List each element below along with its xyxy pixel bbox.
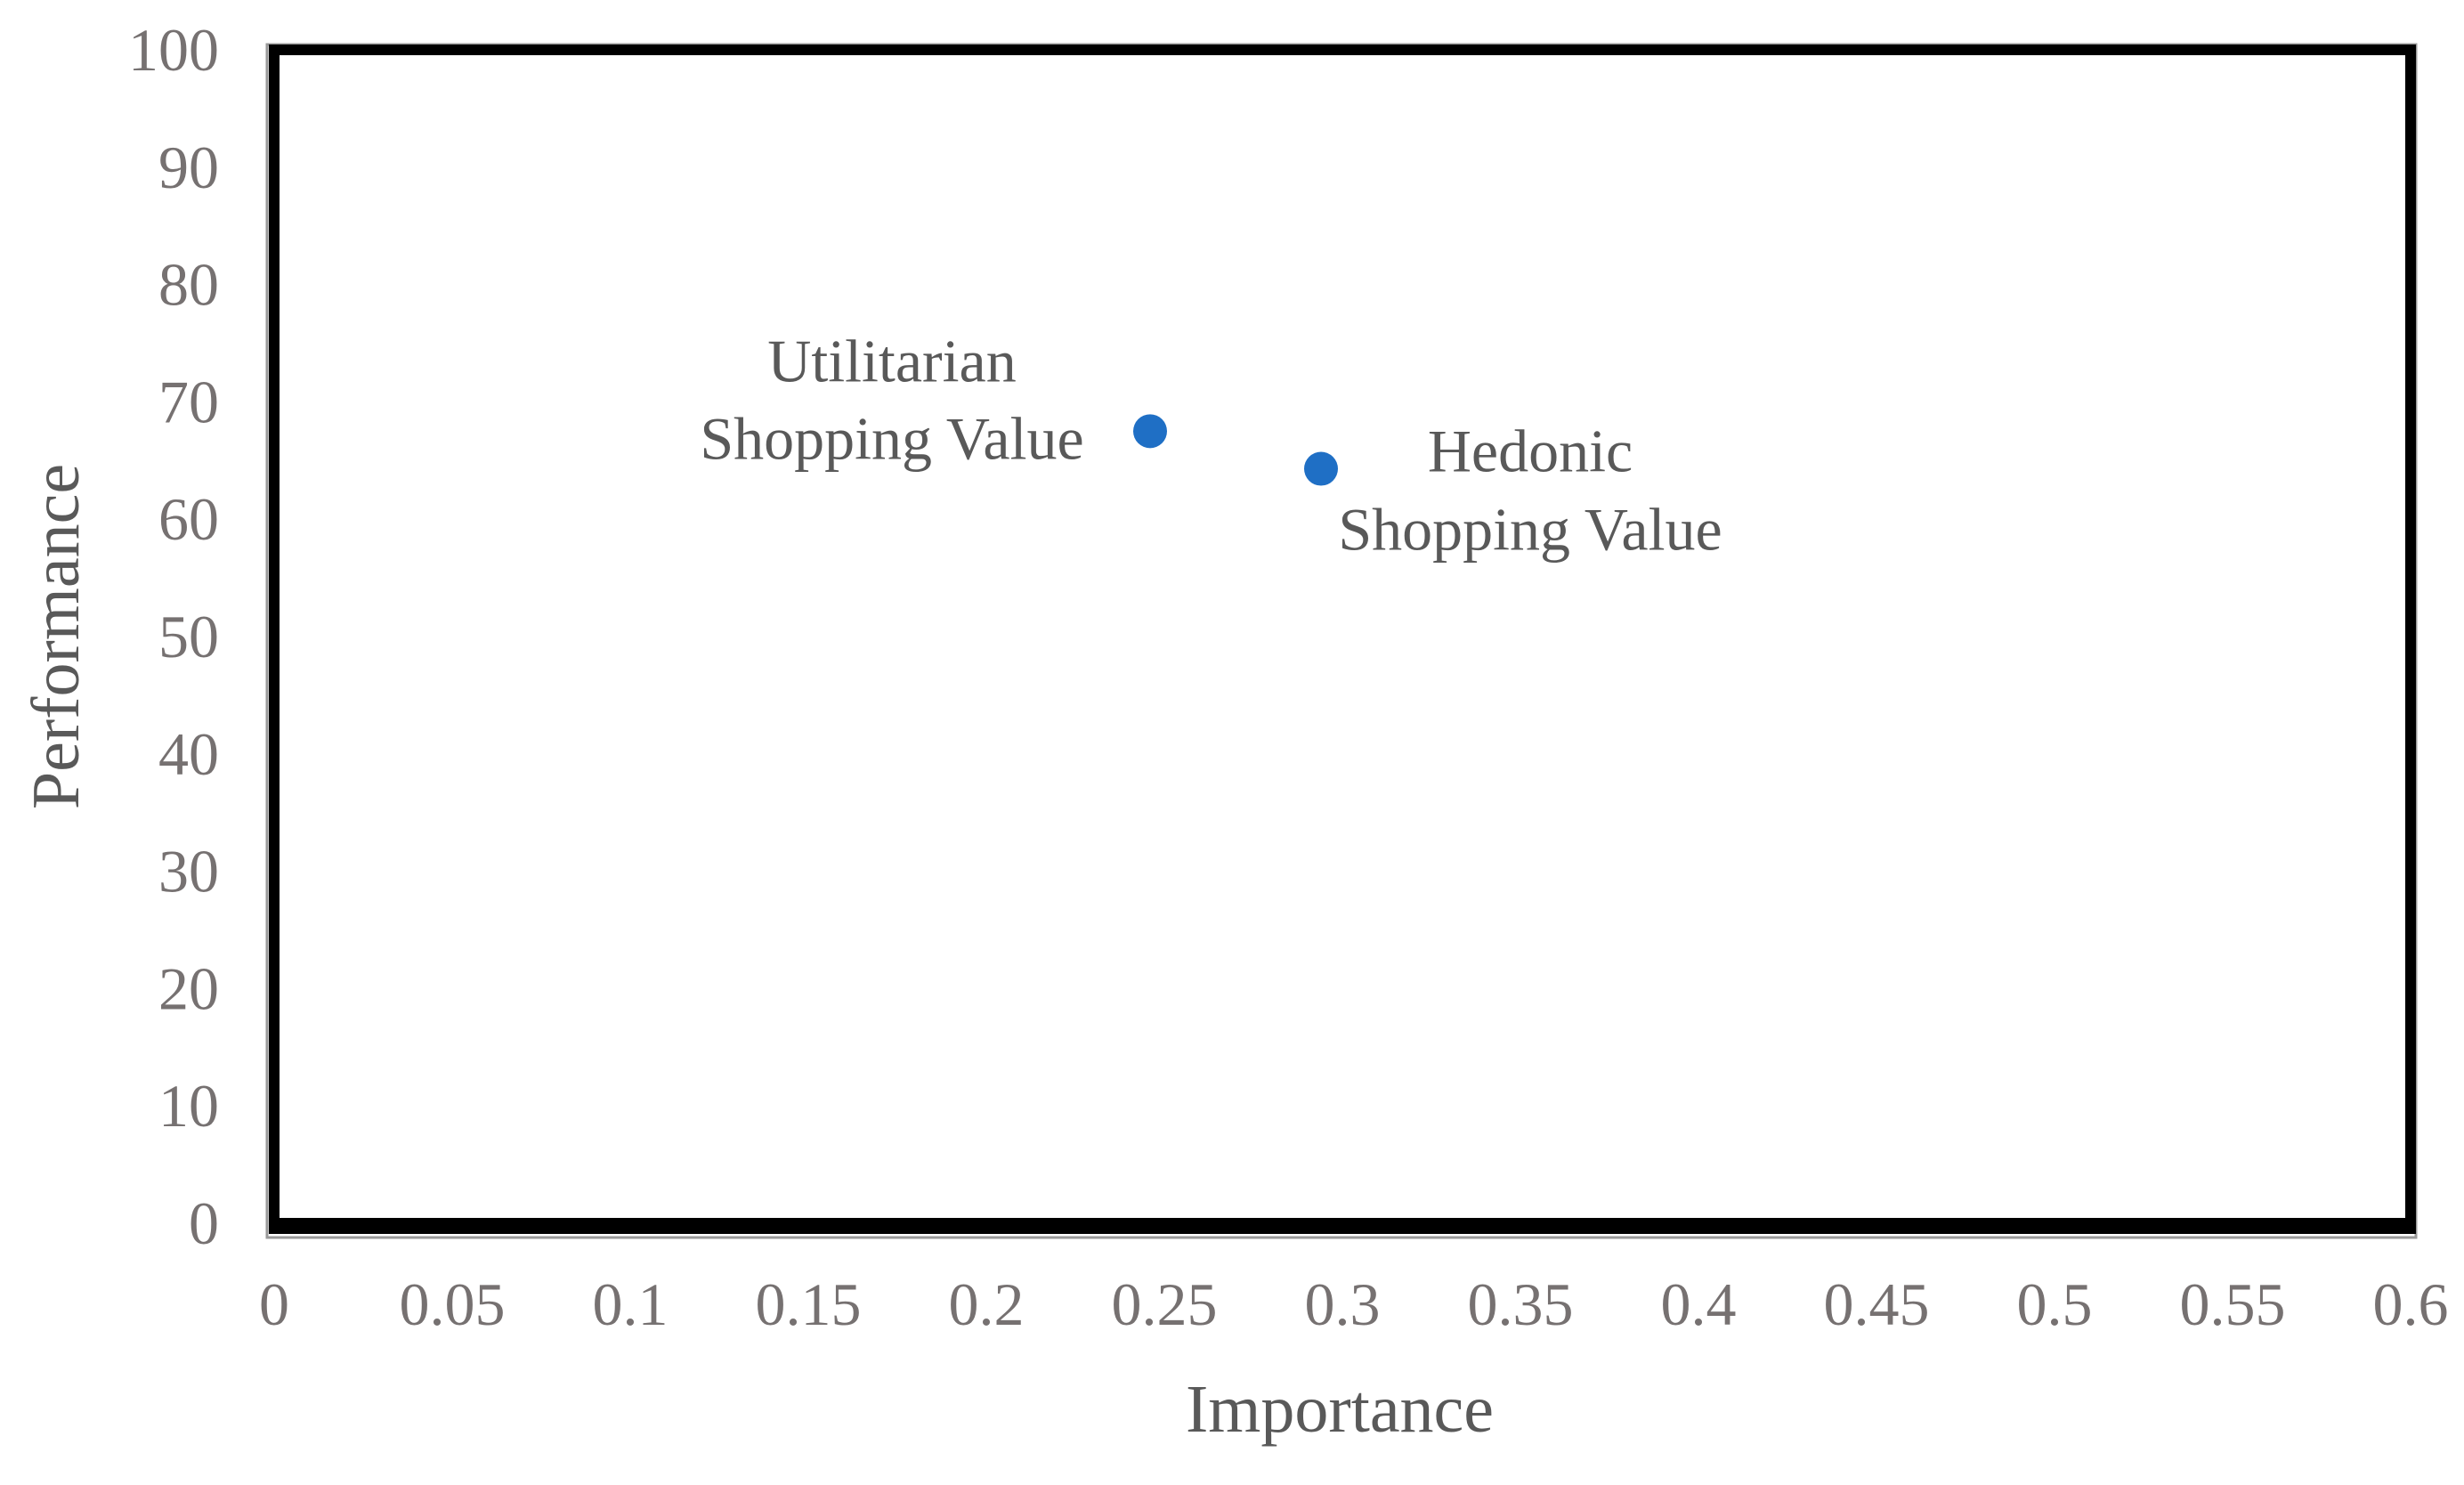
x-tick-label: 0.6 — [2373, 1270, 2449, 1338]
y-tick-label: 20 — [158, 954, 219, 1022]
x-tick-label: 0.35 — [1468, 1270, 1574, 1338]
y-tick-label: 10 — [158, 1072, 219, 1140]
x-tick-label: 0.15 — [756, 1270, 862, 1338]
y-tick-label: 70 — [158, 368, 219, 435]
y-tick-labels: 0 10 20 30 40 50 60 70 80 90 100 — [128, 16, 219, 1257]
x-tick-label: 0.4 — [1661, 1270, 1737, 1338]
x-tick-label: 0.05 — [400, 1270, 506, 1338]
x-tick-label: 0.1 — [593, 1270, 669, 1338]
data-label: Shopping Value — [700, 404, 1083, 472]
data-label: Hedonic — [1428, 418, 1633, 485]
y-tick-label: 90 — [158, 134, 219, 201]
y-tick-label: 0 — [189, 1189, 219, 1257]
data-label: Shopping Value — [1338, 496, 1722, 564]
y-tick-label: 60 — [158, 485, 219, 553]
x-tick-label: 0 — [259, 1270, 289, 1338]
plot-frame — [269, 45, 2416, 1234]
y-tick-label: 40 — [158, 720, 219, 788]
x-tick-label: 0.55 — [2180, 1270, 2286, 1338]
x-tick-label: 0.3 — [1305, 1270, 1381, 1338]
y-axis-title: Performance — [19, 464, 93, 809]
data-label: Utilitarian — [767, 327, 1016, 394]
data-point — [1304, 451, 1338, 486]
x-tick-label: 0.5 — [2017, 1270, 2093, 1338]
x-axis-title: Importance — [1186, 1372, 1494, 1447]
x-tick-label: 0.25 — [1112, 1270, 1218, 1338]
data-point — [1133, 414, 1167, 449]
plot-frame-outer — [265, 43, 2418, 1239]
y-tick-label: 50 — [158, 603, 219, 670]
x-tick-label: 0.45 — [1824, 1270, 1930, 1338]
y-tick-label: 80 — [158, 251, 219, 319]
x-tick-labels: 0 0.05 0.1 0.15 0.2 0.25 0.3 0.35 0.4 0.45 0.5 0.55… — [259, 1270, 2449, 1338]
x-tick-label: 0.2 — [949, 1270, 1025, 1338]
y-tick-label: 30 — [158, 838, 219, 905]
y-tick-label: 100 — [128, 16, 219, 84]
data-points: Utilitarian Shopping Value Hedonic Shopping… — [700, 327, 1722, 563]
